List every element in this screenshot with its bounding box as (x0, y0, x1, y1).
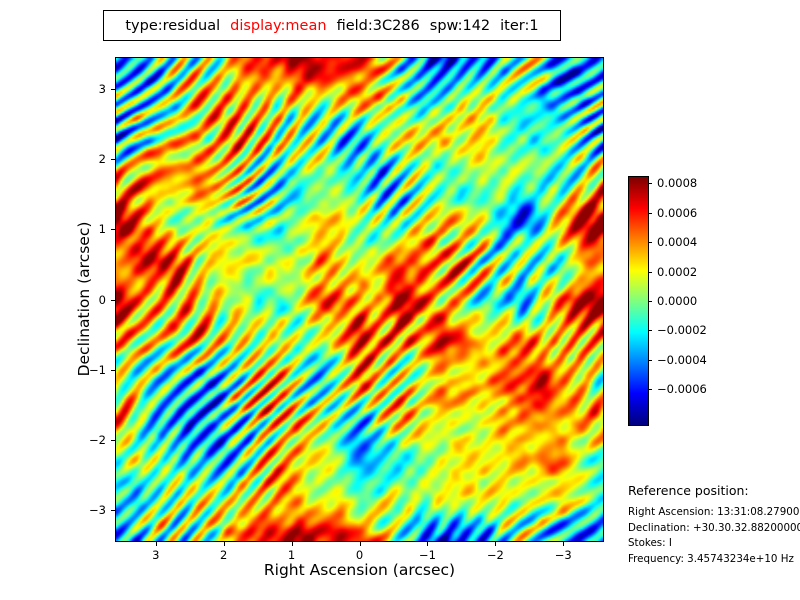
colorbar (628, 176, 649, 426)
x-tick-mark (359, 542, 361, 546)
title-type: type:residual (125, 17, 221, 34)
colorbar-tick-mark (649, 183, 652, 185)
x-tick-label: −1 (418, 548, 436, 562)
reference-frequency: Frequency: 3.45743234e+10 Hz (628, 552, 794, 565)
residual-heatmap (116, 58, 603, 541)
x-tick-label: −3 (554, 548, 572, 562)
y-tick-mark (111, 88, 115, 90)
colorbar-tick-mark (649, 301, 652, 302)
x-tick-mark (155, 542, 157, 546)
colorbar-tick-label: 0.0006 (657, 205, 698, 220)
x-tick-label: 1 (287, 548, 296, 562)
x-tick-label: 2 (219, 548, 228, 562)
y-tick-mark (111, 369, 115, 371)
y-tick-mark (111, 158, 115, 160)
colorbar-tick-mark (649, 242, 652, 244)
title-display: display:mean (230, 17, 327, 34)
x-tick-mark (495, 542, 497, 546)
x-axis-ticks: 3 2 1 0 −1 −2 −3 (115, 542, 604, 564)
y-tick-label: 0 (98, 292, 106, 307)
colorbar-tick-mark (649, 359, 652, 361)
reference-position-block: Reference position: Right Ascension: 13:… (628, 483, 800, 567)
y-axis-label: Declination (arcsec) (75, 221, 93, 377)
reference-heading: Reference position: (628, 483, 749, 498)
colorbar-ticks: 0.0008 0.0006 0.0004 0.0002 0.0000 −0.0002 −0.… (649, 176, 739, 426)
x-tick-mark (427, 542, 429, 546)
colorbar-tick-mark (649, 330, 652, 332)
plot-area (115, 57, 604, 542)
x-tick-label: 3 (152, 548, 160, 562)
x-axis-label: Right Ascension (arcsec) (263, 561, 456, 579)
colorbar-tick-label: 0.0002 (657, 264, 698, 279)
colorbar-tick-mark (649, 212, 652, 214)
colorbar-tick-label: −0.0006 (657, 382, 707, 397)
y-tick-label: 1 (98, 222, 106, 237)
reference-declination: Declination: +30.30.32.88200000 (628, 521, 800, 534)
y-tick-mark (111, 510, 115, 512)
colorbar-tick-label: 0.0008 (657, 176, 698, 191)
y-axis-ticks: 3 2 1 0 −1 −2 −3 (78, 57, 115, 542)
x-tick-mark (291, 542, 293, 546)
y-tick-label: −2 (89, 433, 106, 448)
colorbar-tick-label: −0.0004 (657, 352, 707, 367)
x-tick-mark (563, 542, 565, 546)
title-spw: spw:142 (429, 17, 491, 34)
x-tick-mark (223, 542, 225, 546)
y-tick-mark (111, 229, 115, 231)
title-field: field:3C286 (336, 17, 420, 34)
x-tick-label: 0 (355, 548, 364, 562)
colorbar-tick-mark (649, 389, 652, 391)
y-tick-mark (111, 440, 115, 442)
x-tick-label: −2 (486, 548, 504, 562)
colorbar-tick-mark (649, 271, 652, 273)
reference-right-ascension: Right Ascension: 13:31:08.27900000 (628, 506, 800, 518)
colorbar-tick-label: 0.0000 (657, 294, 698, 308)
reference-stokes: Stokes: I (628, 537, 672, 549)
title-iter: iter:1 (500, 17, 539, 34)
colorbar-tick-label: 0.0004 (657, 235, 698, 250)
colorbar-gradient (629, 177, 648, 425)
y-tick-mark (111, 299, 115, 301)
y-tick-label: 2 (98, 151, 106, 166)
y-tick-label: −1 (89, 362, 106, 377)
plot-title-box: type:residual display:mean field:3C286 s… (103, 10, 561, 41)
colorbar-tick-label: −0.0002 (657, 323, 707, 338)
y-tick-label: −3 (89, 503, 106, 518)
y-tick-label: 3 (98, 81, 106, 96)
